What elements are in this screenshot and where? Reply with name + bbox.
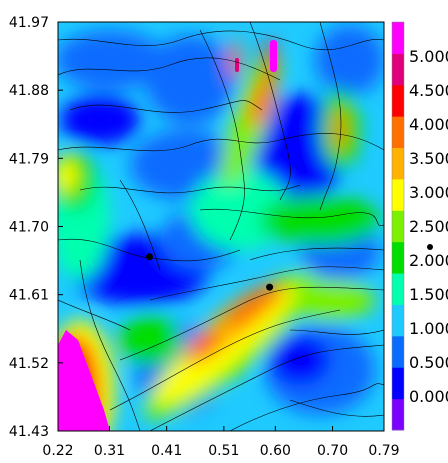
colorbar-segment (392, 116, 404, 149)
streamline (79, 259, 141, 431)
colorbar-segment (392, 335, 404, 368)
streamline (58, 133, 384, 152)
extra-station-marker (427, 244, 433, 250)
x-tick-label: 0.60 (260, 443, 291, 459)
colorbar-segment (392, 241, 404, 274)
field-low-lower-right-core (270, 335, 330, 385)
field-mid-upper-left-yellow (58, 157, 77, 193)
y-tick-label: 41.70 (9, 220, 49, 236)
streamline (199, 208, 384, 226)
colorbar-segment (392, 147, 404, 180)
field-mid-right-green (260, 195, 380, 245)
field-low-upper-left-core (60, 95, 140, 145)
y-tick-label: 41.43 (9, 424, 49, 440)
x-tick-label: 0.41 (151, 443, 182, 459)
colorbar-segment (392, 178, 404, 211)
field-mid-lower-green (120, 315, 180, 365)
streamline (289, 399, 384, 417)
x-tick-label: 0.22 (42, 443, 73, 459)
colorbar-frame (391, 21, 405, 431)
x-tick-label: 0.70 (317, 443, 348, 459)
colorbar-segment (392, 304, 404, 337)
y-tick-label: 41.88 (9, 83, 49, 99)
x-tick-label: 0.79 (368, 443, 399, 459)
streamline (229, 383, 384, 431)
colorbar-label: 3.000 (409, 183, 448, 202)
streamline (58, 299, 131, 331)
streamline (149, 266, 384, 301)
y-axis-ticks: 41.97 41.88 41.79 41.70 41.61 41.52 41.43 (9, 15, 63, 440)
streamline (58, 30, 384, 51)
colorbar-label: 0.500 (409, 353, 448, 372)
colorbar-segment (392, 22, 404, 54)
colorbar-label: 2.000 (409, 251, 448, 270)
colorbar-label: 1.000 (409, 319, 448, 338)
y-tick-label: 41.97 (9, 15, 49, 31)
streamline (119, 179, 161, 271)
station-markers (146, 253, 274, 291)
y-tick-label: 41.61 (9, 288, 49, 304)
station-marker (146, 253, 154, 261)
x-tick-label: 0.31 (94, 443, 125, 459)
colorbar (391, 21, 405, 431)
colorbar-label: 4.000 (409, 115, 448, 134)
field-max-lower-left-magenta (58, 330, 110, 431)
streamline (58, 57, 281, 81)
streamlines (58, 22, 384, 431)
field-streak-upper-right (334, 108, 346, 152)
colorbar-segment (392, 273, 404, 305)
colorbar-labels: 0.000 0.500 1.000 1.500 2.000 2.500 3.000 3.500… (409, 47, 448, 406)
colorbar-segment (392, 398, 404, 431)
y-tick-label: 41.79 (9, 151, 49, 167)
field-peak-upper-magenta-2 (235, 58, 239, 72)
field-mid-center-green (190, 170, 290, 250)
colorbar-segment (392, 210, 404, 243)
field-low-upper-center (145, 35, 235, 125)
streamline (319, 22, 342, 211)
streamline (79, 184, 301, 194)
streamline (119, 286, 384, 361)
streamline (289, 329, 384, 335)
streamline (109, 309, 341, 411)
x-axis-ticks: 0.22 0.31 0.41 0.51 0.60 0.70 0.79 (42, 426, 400, 459)
colorbar-label: 5.000 (409, 47, 448, 66)
streamline (69, 100, 263, 113)
colorbar-segment (392, 84, 404, 117)
filled-contour-field (58, 25, 384, 431)
colorbar-label: 4.500 (409, 81, 448, 100)
streamline (249, 247, 384, 261)
streamline (249, 22, 291, 201)
colorbar-segment (392, 367, 404, 400)
field-jet-red (191, 331, 219, 359)
colorbar-label: 1.500 (409, 285, 448, 304)
field-jet-orange-2 (225, 282, 285, 328)
streamline (149, 344, 384, 431)
colorbar-label: 0.000 (409, 387, 448, 406)
plot-area (58, 22, 384, 431)
y-tick-label: 41.52 (9, 356, 49, 372)
colorbar-label: 3.500 (409, 149, 448, 168)
field-low-right-top (315, 25, 384, 95)
x-tick-label: 0.51 (208, 443, 239, 459)
station-marker (266, 283, 274, 291)
field-streak-upper-1 (248, 71, 276, 129)
streamline (199, 29, 245, 241)
field-peak-upper-magenta (270, 40, 277, 72)
field-low-upper-left (58, 30, 165, 90)
colorbar-segment (392, 53, 404, 86)
colorbar-label: 2.500 (409, 217, 448, 236)
